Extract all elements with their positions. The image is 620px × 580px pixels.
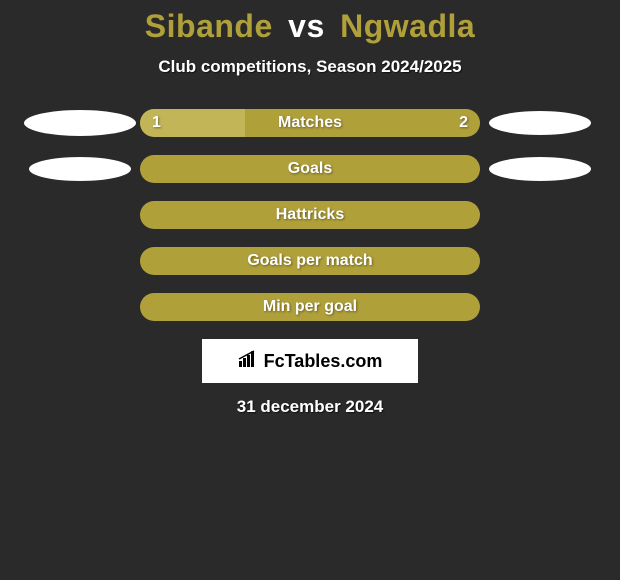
brand-text: FcTables.com <box>238 350 383 373</box>
oval-indicator <box>24 110 136 136</box>
right-value: 2 <box>459 114 468 132</box>
vs-text: vs <box>288 8 325 44</box>
stat-label: Hattricks <box>276 206 344 224</box>
stat-label: Min per goal <box>263 298 357 316</box>
stat-label: Goals <box>288 160 332 178</box>
oval-indicator <box>489 111 591 135</box>
comparison-title: Sibande vs Ngwadla <box>0 8 620 45</box>
left-value: 1 <box>152 114 161 132</box>
stat-label: Goals per match <box>247 252 372 270</box>
stat-bar: Goals per match <box>140 247 480 275</box>
right-indicator <box>480 157 600 181</box>
bar-chart-icon <box>238 350 260 373</box>
brand-label: FcTables.com <box>264 351 383 372</box>
stat-label: Matches <box>278 114 342 132</box>
oval-indicator <box>489 157 591 181</box>
date-text: 31 december 2024 <box>0 397 620 417</box>
subtitle: Club competitions, Season 2024/2025 <box>0 57 620 77</box>
stat-row: Min per goal <box>0 293 620 321</box>
stat-row: 1 Matches 2 <box>0 109 620 137</box>
stat-bar: Hattricks <box>140 201 480 229</box>
stat-row: Goals <box>0 155 620 183</box>
stat-bar: Min per goal <box>140 293 480 321</box>
right-indicator <box>480 111 600 135</box>
infographic-container: Sibande vs Ngwadla Club competitions, Se… <box>0 0 620 417</box>
left-indicator <box>20 157 140 181</box>
stat-row: Hattricks <box>0 201 620 229</box>
player2-name: Ngwadla <box>340 8 475 44</box>
stat-rows: 1 Matches 2 Goals Hattricks Goals per match Mi… <box>0 109 620 321</box>
brand-box: FcTables.com <box>202 339 418 383</box>
stat-row: Goals per match <box>0 247 620 275</box>
left-indicator <box>20 110 140 136</box>
player1-name: Sibande <box>145 8 273 44</box>
stat-bar: Goals <box>140 155 480 183</box>
oval-indicator <box>29 157 131 181</box>
stat-bar: 1 Matches 2 <box>140 109 480 137</box>
